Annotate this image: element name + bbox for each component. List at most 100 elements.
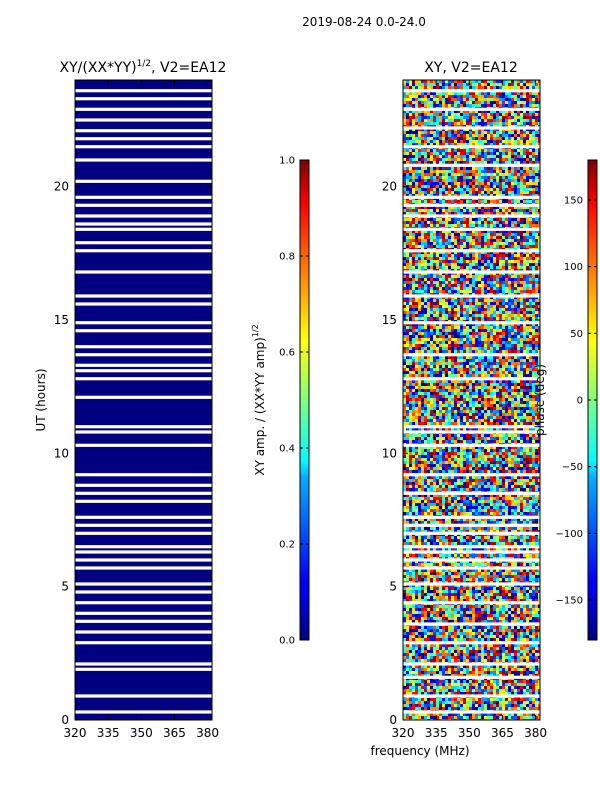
phase-cell: [415, 263, 418, 266]
phase-cell: [514, 134, 517, 137]
phase-cell: [454, 116, 457, 119]
phase-cell: [424, 176, 427, 179]
phase-cell: [445, 275, 448, 278]
phase-cell: [520, 326, 523, 329]
phase-cell: [412, 242, 415, 245]
phase-cell: [499, 182, 502, 185]
phase-cell: [415, 140, 418, 143]
phase-cell: [418, 242, 421, 245]
phase-cell: [406, 224, 409, 227]
phase-cell: [463, 308, 466, 311]
phase-cell: [433, 275, 436, 278]
phase-cell: [517, 371, 520, 374]
phase-cell: [424, 395, 427, 398]
phase-cell: [454, 134, 457, 137]
phase-cell: [484, 188, 487, 191]
phase-cell: [472, 122, 475, 125]
phase-cell: [460, 389, 463, 392]
phase-cell: [409, 86, 412, 89]
phase-cell: [472, 212, 475, 215]
phase-cell: [511, 344, 514, 347]
phase-cell: [418, 122, 421, 125]
phase-cell: [508, 149, 511, 152]
phase-cell: [481, 389, 484, 392]
phase-cell: [403, 218, 406, 221]
phase-cell: [484, 329, 487, 332]
phase-cell: [493, 347, 496, 350]
phase-cell: [427, 305, 430, 308]
phase-cell: [406, 158, 409, 161]
flagged-row: [75, 662, 212, 666]
phase-cell: [451, 239, 454, 242]
phase-cell: [451, 341, 454, 344]
phase-cell: [535, 101, 538, 104]
phase-cell: [526, 200, 529, 203]
phase-cell: [463, 200, 466, 203]
phase-cell: [529, 299, 532, 302]
phase-cell: [469, 200, 472, 203]
phase-cell: [439, 245, 442, 248]
phase-cell: [478, 83, 481, 86]
phase-cell: [442, 119, 445, 122]
phase-cell: [526, 86, 529, 89]
phase-cell: [412, 122, 415, 125]
phase-cell: [478, 161, 481, 164]
phase-cell: [490, 83, 493, 86]
phase-cell: [418, 239, 421, 242]
phase-cell: [445, 383, 448, 386]
phase-cell: [514, 326, 517, 329]
phase-cell: [475, 230, 478, 233]
phase-cell: [409, 101, 412, 104]
phase-cell: [511, 116, 514, 119]
phase-cell: [442, 371, 445, 374]
phase-cell: [493, 290, 496, 293]
phase-cell: [475, 173, 478, 176]
phase-cell: [439, 278, 442, 281]
phase-cell: [409, 281, 412, 284]
phase-cell: [436, 284, 439, 287]
phase-cell: [505, 314, 508, 317]
phase-cell: [436, 278, 439, 281]
phase-cell: [415, 170, 418, 173]
phase-cell: [526, 80, 529, 83]
phase-cell: [493, 137, 496, 140]
phase-cell: [421, 179, 424, 182]
phase-cell: [424, 242, 427, 245]
phase-cell: [487, 275, 490, 278]
phase-cell: [457, 200, 460, 203]
phase-cell: [460, 185, 463, 188]
phase-cell: [502, 191, 505, 194]
phase-cell: [520, 257, 523, 260]
phase-cell: [535, 305, 538, 308]
phase-cell: [481, 263, 484, 266]
phase-cell: [499, 188, 502, 191]
phase-cell: [469, 239, 472, 242]
phase-cell: [520, 317, 523, 320]
phase-cell: [409, 341, 412, 344]
phase-cell: [496, 284, 499, 287]
phase-cell: [436, 371, 439, 374]
phase-cell: [445, 281, 448, 284]
phase-cell: [499, 230, 502, 233]
phase-cell: [436, 245, 439, 248]
phase-cell: [472, 314, 475, 317]
phase-cell: [433, 302, 436, 305]
phase-cell: [463, 80, 466, 83]
phase-cell: [490, 389, 493, 392]
phase-cell: [406, 365, 409, 368]
phase-cell: [463, 173, 466, 176]
phase-cell: [532, 182, 535, 185]
phase-cell: [490, 308, 493, 311]
phase-cell: [538, 278, 540, 281]
phase-cell: [472, 134, 475, 137]
phase-cell: [472, 119, 475, 122]
phase-cell: [430, 218, 433, 221]
phase-cell: [415, 158, 418, 161]
phase-cell: [415, 356, 418, 359]
phase-cell: [538, 365, 540, 368]
phase-cell: [496, 299, 499, 302]
phase-cell: [511, 206, 514, 209]
phase-cell: [451, 98, 454, 101]
phase-cell: [523, 335, 526, 338]
phase-cell: [538, 386, 540, 389]
